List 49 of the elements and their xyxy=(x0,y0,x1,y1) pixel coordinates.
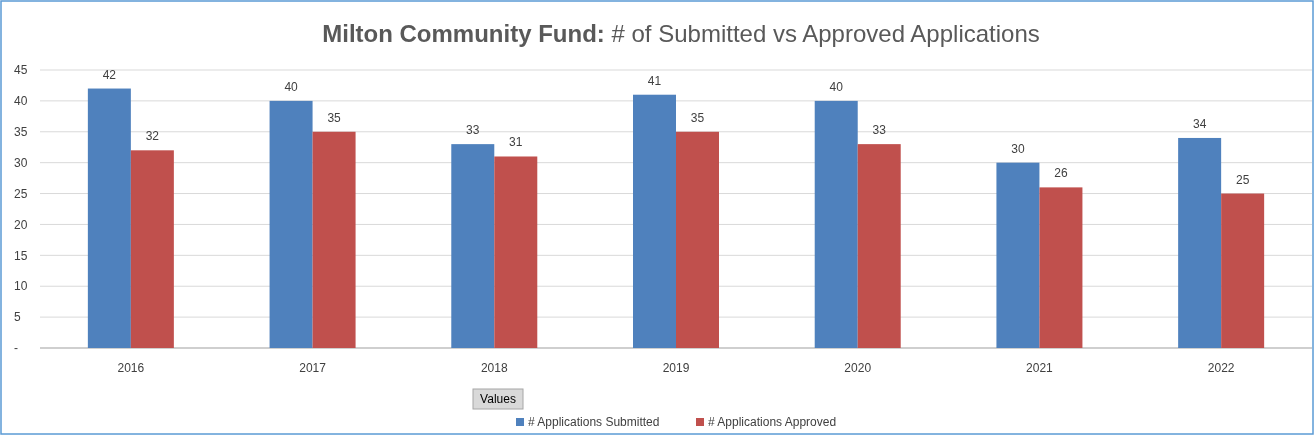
y-tick-label: 5 xyxy=(14,310,21,325)
data-label: 31 xyxy=(509,135,523,150)
data-label: 32 xyxy=(145,129,160,144)
x-tick-label: 2020 xyxy=(844,361,872,375)
legend-label: # Applications Approved xyxy=(708,415,837,429)
bar xyxy=(269,100,313,348)
bar xyxy=(633,94,676,348)
y-tick-label: 25 xyxy=(14,186,28,201)
bar xyxy=(494,156,538,348)
y-tick-label: 45 xyxy=(14,63,28,78)
field-button: Values xyxy=(472,388,524,410)
data-label: 34 xyxy=(1192,116,1207,131)
data-label: 35 xyxy=(690,110,705,125)
data-label: 26 xyxy=(1054,166,1068,181)
bar xyxy=(676,131,719,348)
x-tick-label: 2022 xyxy=(1207,361,1235,375)
data-label: 41 xyxy=(647,73,662,88)
chart-title: Milton Community Fund: # of Submitted vs Approved Applications xyxy=(322,20,1040,47)
legend-label: # Applications Submitted xyxy=(528,415,660,429)
bar xyxy=(312,131,356,348)
data-label: 33 xyxy=(466,123,480,138)
bar xyxy=(996,162,1040,348)
data-label: 33 xyxy=(872,123,887,138)
x-tick-label: 2021 xyxy=(1026,361,1054,375)
bar xyxy=(130,150,174,348)
bar xyxy=(451,144,495,348)
x-tick-label: 2016 xyxy=(117,361,145,375)
y-tick-label: - xyxy=(14,341,18,356)
x-tick-label: 2017 xyxy=(299,361,327,375)
x-tick-label: 2019 xyxy=(662,361,690,375)
y-tick-label: 35 xyxy=(14,124,28,139)
y-tick-label: 10 xyxy=(14,279,28,294)
y-tick-label: 30 xyxy=(14,155,28,170)
y-tick-label: 20 xyxy=(14,217,28,232)
bar xyxy=(1221,193,1265,348)
bar xyxy=(814,100,858,348)
x-tick-label: 2018 xyxy=(480,361,508,375)
y-tick-label: 15 xyxy=(14,248,28,263)
bar xyxy=(87,88,131,348)
y-tick-label: 40 xyxy=(14,94,28,109)
data-label: 30 xyxy=(1011,141,1025,156)
data-label: 40 xyxy=(284,79,299,94)
bar xyxy=(1178,137,1222,348)
bar xyxy=(1039,187,1083,348)
data-label: 42 xyxy=(102,67,117,82)
data-label: 40 xyxy=(829,79,844,94)
data-label: 35 xyxy=(327,110,342,125)
bar xyxy=(857,144,901,348)
data-label: 25 xyxy=(1235,172,1250,187)
